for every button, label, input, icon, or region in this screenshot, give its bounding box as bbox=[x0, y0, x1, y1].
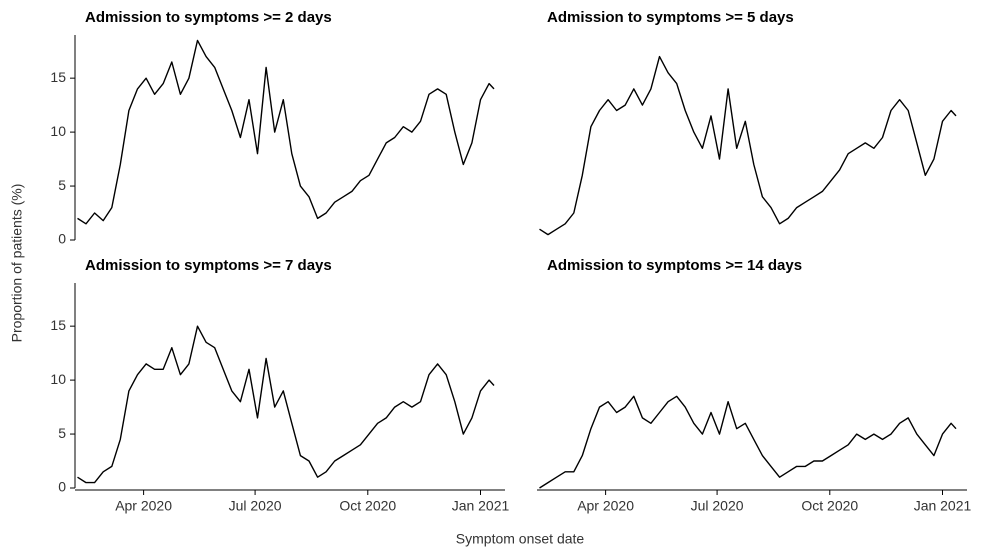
panel-title: Admission to symptoms >= 7 days bbox=[85, 257, 332, 274]
x-tick-label: Oct 2020 bbox=[339, 498, 396, 514]
x-tick-label: Jul 2020 bbox=[691, 498, 744, 514]
panel-title: Admission to symptoms >= 5 days bbox=[547, 9, 794, 26]
y-tick-label: 10 bbox=[50, 371, 66, 387]
x-tick-label: Oct 2020 bbox=[801, 498, 858, 514]
y-axis-label: Proportion of patients (%) bbox=[9, 184, 25, 343]
y-tick-label: 15 bbox=[50, 69, 66, 85]
line bbox=[539, 55, 957, 236]
line bbox=[77, 325, 495, 484]
y-tick-label: 15 bbox=[50, 317, 66, 333]
line bbox=[77, 39, 495, 225]
x-tick-label: Apr 2020 bbox=[115, 498, 172, 514]
line bbox=[539, 395, 957, 489]
y-tick-label: 10 bbox=[50, 123, 66, 139]
x-tick-label: Jan 2021 bbox=[914, 498, 972, 514]
panel-title: Admission to symptoms >= 2 days bbox=[85, 9, 332, 26]
y-tick-label: 5 bbox=[58, 177, 66, 193]
x-tick-label: Apr 2020 bbox=[577, 498, 634, 514]
panel-title: Admission to symptoms >= 14 days bbox=[547, 257, 802, 274]
x-tick-label: Jan 2021 bbox=[452, 498, 510, 514]
y-tick-label: 0 bbox=[58, 231, 66, 247]
y-tick-label: 0 bbox=[58, 479, 66, 495]
y-tick-label: 5 bbox=[58, 425, 66, 441]
x-tick-label: Jul 2020 bbox=[229, 498, 282, 514]
x-axis-label: Symptom onset date bbox=[456, 531, 585, 547]
